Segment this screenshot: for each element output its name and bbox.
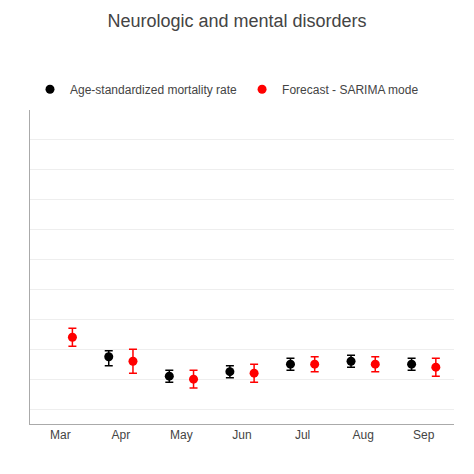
- svg-text:May: May: [170, 428, 193, 442]
- svg-text:Aug: Aug: [352, 428, 373, 442]
- svg-text:Forecast - SARIMA mode: Forecast - SARIMA mode: [282, 83, 418, 97]
- svg-text:Mar: Mar: [50, 428, 71, 442]
- svg-text:Jun: Jun: [232, 428, 251, 442]
- svg-text:Neurologic and mental disorder: Neurologic and mental disorders: [107, 11, 366, 31]
- svg-text:Sep: Sep: [413, 428, 435, 442]
- svg-text:Age-standardized mortality rat: Age-standardized mortality rate: [70, 83, 237, 97]
- svg-text:Jul: Jul: [295, 428, 310, 442]
- svg-text:Apr: Apr: [112, 428, 131, 442]
